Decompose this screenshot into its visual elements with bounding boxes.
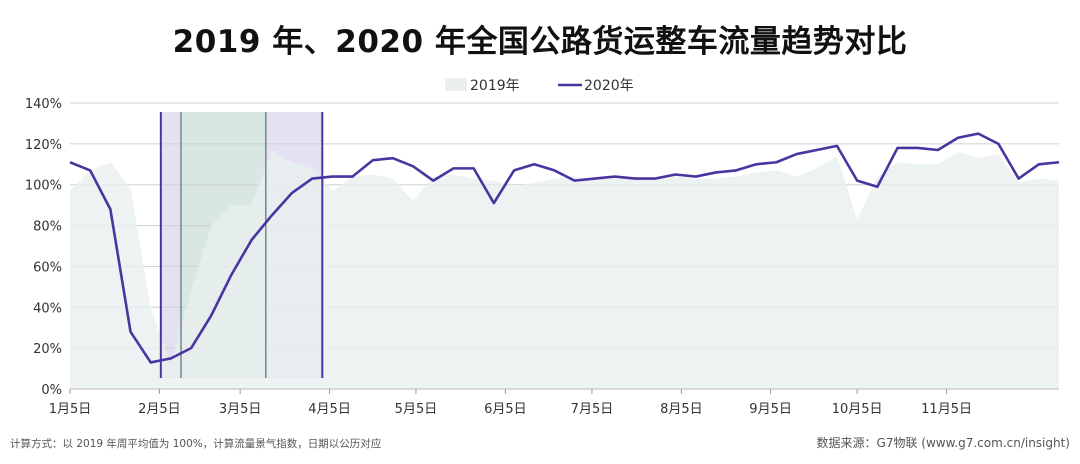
y-tick-label: 60% — [33, 260, 62, 275]
highlight-band-1 — [160, 112, 182, 378]
x-tick-label: 6月5日 — [484, 402, 527, 417]
series-2019-area-path — [70, 149, 1059, 389]
x-tick-label: 3月5日 — [219, 402, 262, 417]
series-2020-line — [69, 132, 1060, 364]
legend-label-2019: 2019年 — [470, 78, 520, 94]
x-tick-label: 11月5日 — [921, 402, 972, 417]
x-tick-label: 10月5日 — [832, 402, 883, 417]
footnote-method: 计算方式：以 2019 年周平均值为 100%，计算流量景气指数，日期以公历对应 — [10, 438, 382, 450]
x-tick-label: 7月5日 — [571, 402, 614, 417]
y-tick-label: 40% — [33, 301, 62, 316]
x-axis-ticks: 1月5日 2月5日 3月5日 4月5日 5月5日 6月5日 7月5日 8月5日 9月5日 10月5… — [49, 388, 1059, 417]
y-tick-label: 100% — [25, 179, 62, 194]
legend-label-2020: 2020年 — [584, 78, 634, 94]
band-borders — [159, 112, 324, 378]
x-tick-label: 4月5日 — [308, 402, 351, 417]
footnote-source: 数据来源：G7物联 (www.g7.com.cn/insight) — [816, 436, 1070, 450]
x-tick-label: 2月5日 — [138, 402, 181, 417]
y-tick-label: 80% — [33, 220, 62, 235]
legend: 2019年 2020年 — [445, 78, 634, 94]
x-tick-label: 8月5日 — [660, 402, 703, 417]
x-tick-label: 1月5日 — [49, 402, 92, 417]
y-axis-ticks: 0% 20% 40% 60% 80% 100% 120% 140% — [25, 97, 62, 398]
series-2020-polyline — [69, 132, 1060, 364]
y-tick-label: 20% — [33, 342, 62, 357]
y-tick-label: 0% — [41, 383, 62, 398]
y-tick-label: 120% — [25, 138, 62, 153]
x-tick-label: 9月5日 — [749, 402, 792, 417]
x-tick-label: 5月5日 — [395, 402, 438, 417]
series-2019-area — [70, 149, 1059, 389]
chart-title: 2019 年、2020 年全国公路货运整车流量趋势对比 — [172, 24, 908, 60]
y-tick-label: 140% — [25, 97, 62, 112]
legend-swatch-2019 — [445, 78, 467, 91]
